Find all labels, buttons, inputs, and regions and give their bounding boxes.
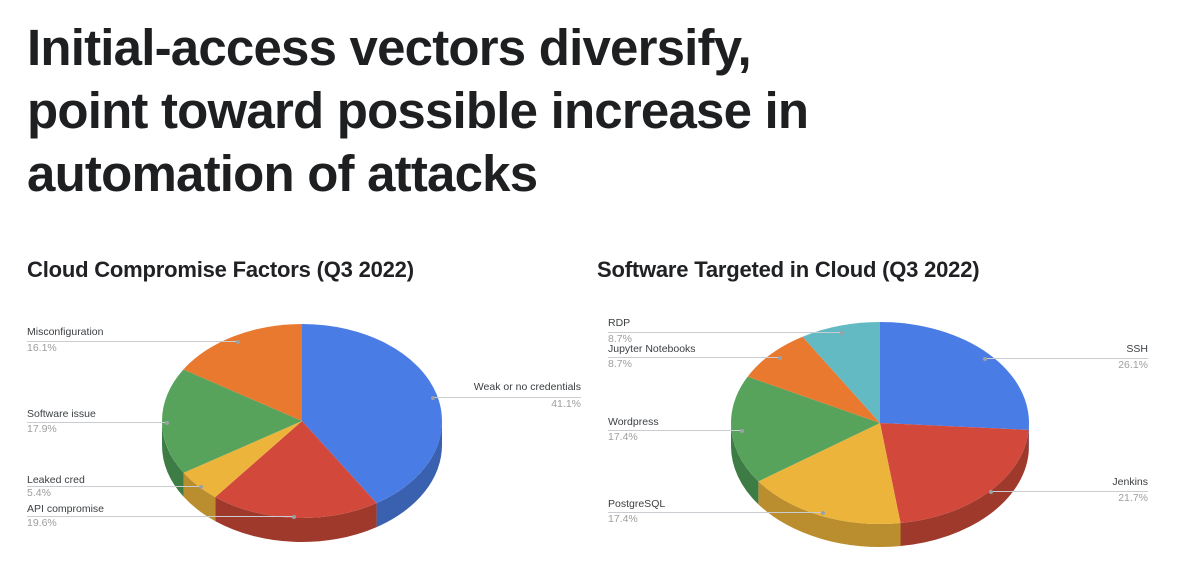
leader-dot	[840, 330, 844, 335]
pie-slice-side	[900, 429, 1029, 547]
leader-dot	[431, 395, 435, 400]
slice-percent: 17.9%	[27, 423, 57, 435]
slice-percent: 5.4%	[27, 487, 51, 499]
leader-dot	[292, 514, 296, 519]
slice-percent: 26.1%	[1118, 359, 1148, 371]
headline-line-2: point toward possible increase in	[27, 82, 809, 139]
chart-title-software-targeted-in-cloud: Software Targeted in Cloud (Q3 2022)	[597, 257, 980, 282]
leader-line	[27, 486, 201, 487]
slice-percent: 8.7%	[608, 333, 632, 345]
leader-line	[27, 341, 238, 342]
slice-percent: 21.7%	[1118, 492, 1148, 504]
slice-percent: 41.1%	[551, 398, 581, 410]
pie-slice	[161, 369, 302, 473]
slice-percent: 17.4%	[608, 431, 638, 443]
pie-slice	[747, 336, 880, 423]
pie-slice	[302, 324, 442, 504]
headline-line-1: Initial-access vectors diversify,	[27, 19, 752, 76]
pie-slice	[880, 322, 1029, 430]
pie-slice-side	[376, 421, 442, 528]
pie-slice	[183, 324, 302, 421]
slice-percent: 17.4%	[608, 513, 638, 525]
leader-line	[27, 516, 294, 517]
slice-label: Weak or no credentials	[473, 381, 581, 393]
leader-line	[433, 397, 581, 398]
pie-slice-side	[758, 481, 901, 548]
slice-label: Jenkins	[1112, 476, 1148, 488]
slice-percent: 16.1%	[27, 342, 57, 354]
leader-dot	[236, 339, 240, 344]
leader-dot	[778, 355, 782, 360]
leader-dot	[165, 420, 169, 425]
leader-line	[608, 332, 842, 333]
leader-line	[608, 357, 780, 358]
chart-title-cloud-compromise-factors: Cloud Compromise Factors (Q3 2022)	[27, 257, 414, 282]
slice-label: PostgreSQL	[608, 498, 666, 510]
leader-dot	[821, 510, 825, 515]
pie-slice-side	[183, 472, 216, 522]
leader-line	[985, 358, 1148, 359]
slice-label: Jupyter Notebooks	[608, 343, 696, 355]
slice-label: Wordpress	[608, 416, 659, 428]
leader-dot	[989, 489, 993, 494]
pie-slice	[758, 423, 901, 525]
slice-label: Leaked cred	[27, 474, 85, 486]
pie-slice-side	[215, 497, 377, 542]
pie-slice	[802, 322, 880, 423]
pie-slice	[880, 423, 1029, 524]
headline: Initial-access vectors diversify, point …	[27, 16, 1037, 205]
slice-label: RDP	[608, 317, 631, 329]
slice-percent: 8.7%	[608, 358, 632, 370]
leader-dot	[199, 484, 203, 489]
slice-label: SSH	[1126, 343, 1148, 355]
slice-label: Misconfiguration	[27, 326, 104, 338]
slice-label: API compromise	[27, 503, 105, 515]
pie-slice	[731, 376, 880, 482]
leader-line	[608, 430, 742, 431]
slice-label: Software issue	[27, 408, 96, 420]
leader-line	[991, 491, 1148, 492]
pie-slice-side	[731, 423, 759, 505]
pie-slice	[215, 421, 377, 518]
slice-percent: 19.6%	[27, 517, 57, 529]
leader-line	[27, 422, 167, 423]
headline-line-3: automation of attacks	[27, 145, 538, 202]
leader-dot	[983, 356, 987, 361]
leader-line	[608, 512, 823, 513]
leader-dot	[740, 428, 744, 433]
